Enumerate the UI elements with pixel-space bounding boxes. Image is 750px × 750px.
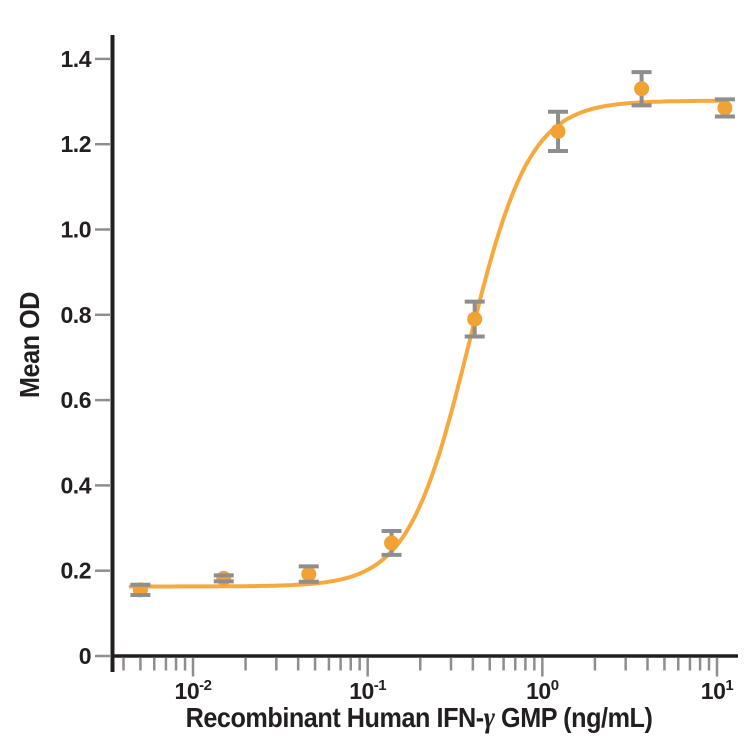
y-axis-title: Mean OD (14, 291, 45, 399)
y-tick-label: 0 (79, 643, 91, 669)
x-axis-title-suffix: GMP (ng/mL) (494, 702, 653, 733)
fit-curve (128, 98, 727, 589)
x-decade-label: 101 (701, 677, 734, 704)
y-tick-label: 1.0 (61, 217, 91, 243)
x-axis-title-prefix: Recombinant Human IFN- (185, 702, 485, 733)
x-decade-label: 100 (526, 677, 559, 704)
x-decade-label: 10-1 (349, 677, 386, 704)
y-tick-label: 0.6 (61, 387, 91, 413)
data-point-marker (467, 311, 483, 327)
y-tick-label: 0.8 (61, 302, 92, 328)
x-decade-label: 10-2 (175, 677, 212, 704)
y-tick-label: 0.4 (61, 472, 92, 498)
gamma-symbol: γ (483, 701, 495, 734)
data-point-marker (216, 570, 232, 586)
data-point-marker (550, 123, 566, 139)
y-tick-label: 1.2 (61, 131, 91, 157)
data-point-marker (384, 535, 400, 551)
data-point-marker (301, 566, 317, 582)
y-tick-label: 0.2 (61, 558, 91, 584)
x-axis-title: Recombinant Human IFN-γ GMP (ng/mL) (186, 701, 653, 735)
y-tick-label: 1.4 (61, 46, 92, 72)
data-point-marker (717, 100, 733, 116)
data-point-marker (634, 81, 650, 97)
